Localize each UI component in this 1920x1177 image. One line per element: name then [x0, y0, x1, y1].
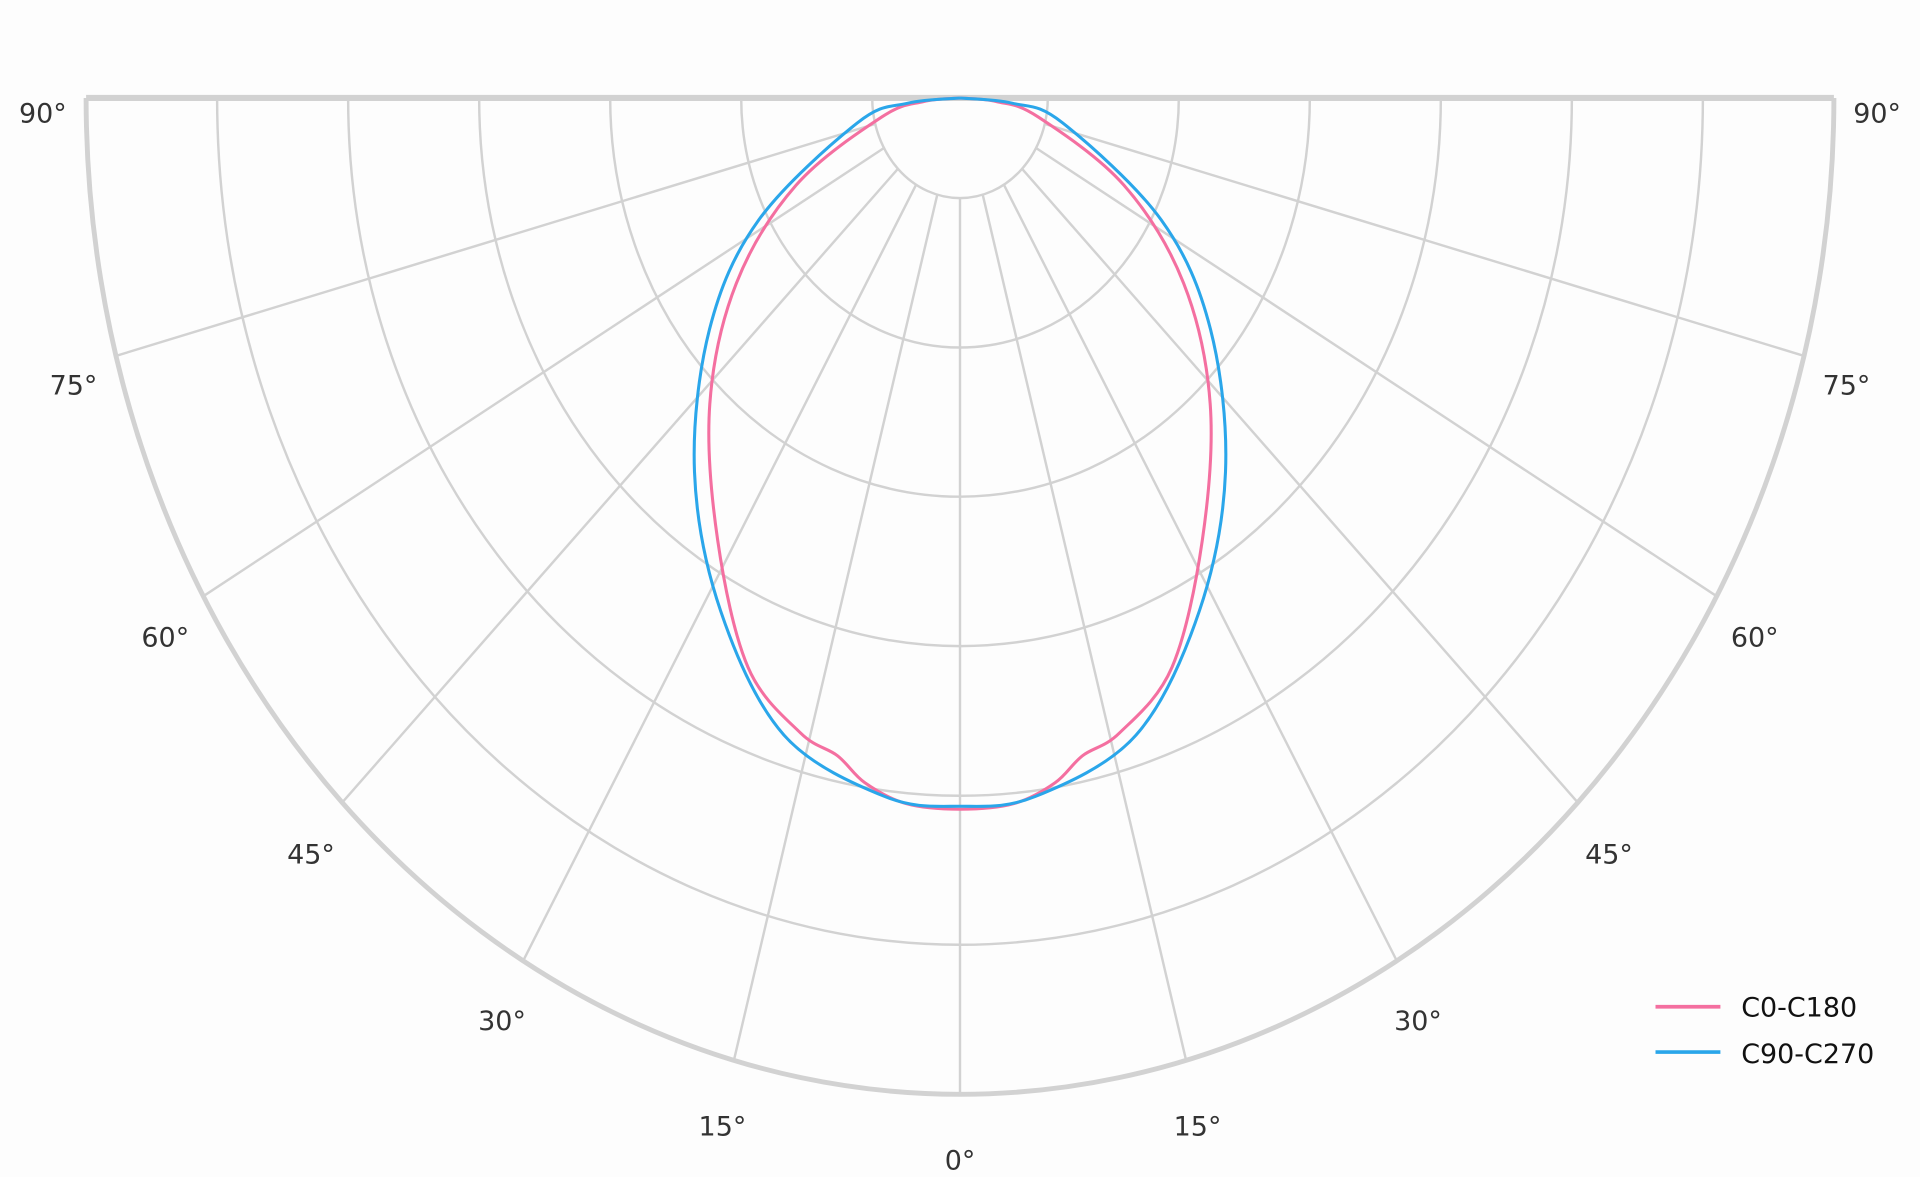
legend: C0-C180 C90-C270: [1655, 993, 1874, 1070]
theta-tick-label: 0°: [945, 1146, 976, 1177]
angular-grid-spoke: [1044, 122, 1805, 358]
theta-tick-label: 30°: [1394, 1006, 1442, 1037]
legend-label-c90-c270: C90-C270: [1741, 1039, 1874, 1070]
theta-tick-labels: 90° 75° 60° 45° 30° 15° 0° 15° 30° 45° 60° 75° 90°: [19, 98, 1901, 1176]
legend-label-c0-c180: C0-C180: [1741, 993, 1857, 1024]
theta-tick-label: 75°: [1823, 370, 1871, 401]
radial-grid-ring: [870, 97, 1050, 200]
angular-grid-spoke: [1035, 147, 1718, 598]
curves: [692, 96, 1228, 811]
theta-tick-label: 60°: [141, 623, 189, 654]
theta-tick-label: 15°: [699, 1111, 747, 1142]
angular-grid-spoke: [1002, 184, 1399, 962]
series-curve-c90-c270: [692, 96, 1228, 808]
theta-tick-label: 75°: [50, 370, 98, 401]
angular-grid-spoke: [341, 167, 899, 804]
theta-tick-label: 45°: [287, 839, 335, 870]
angular-grid-spoke: [521, 184, 918, 962]
theta-tick-label: 45°: [1585, 839, 1633, 870]
theta-tick-label: 90°: [1853, 98, 1901, 129]
angular-grid-spoke: [115, 122, 876, 358]
angular-grid-spoke: [981, 194, 1188, 1061]
polar-grid: [83, 94, 1837, 1098]
theta-tick-label: 60°: [1731, 623, 1779, 654]
series-curve-c0-c180: [707, 96, 1213, 811]
theta-tick-label: 90°: [19, 98, 67, 129]
theta-tick-label: 15°: [1174, 1111, 1222, 1142]
angular-grid-spoke: [1021, 167, 1579, 804]
angular-grid-spoke: [202, 147, 885, 598]
theta-tick-label: 30°: [478, 1006, 526, 1037]
angular-grid-spoke: [732, 194, 939, 1061]
